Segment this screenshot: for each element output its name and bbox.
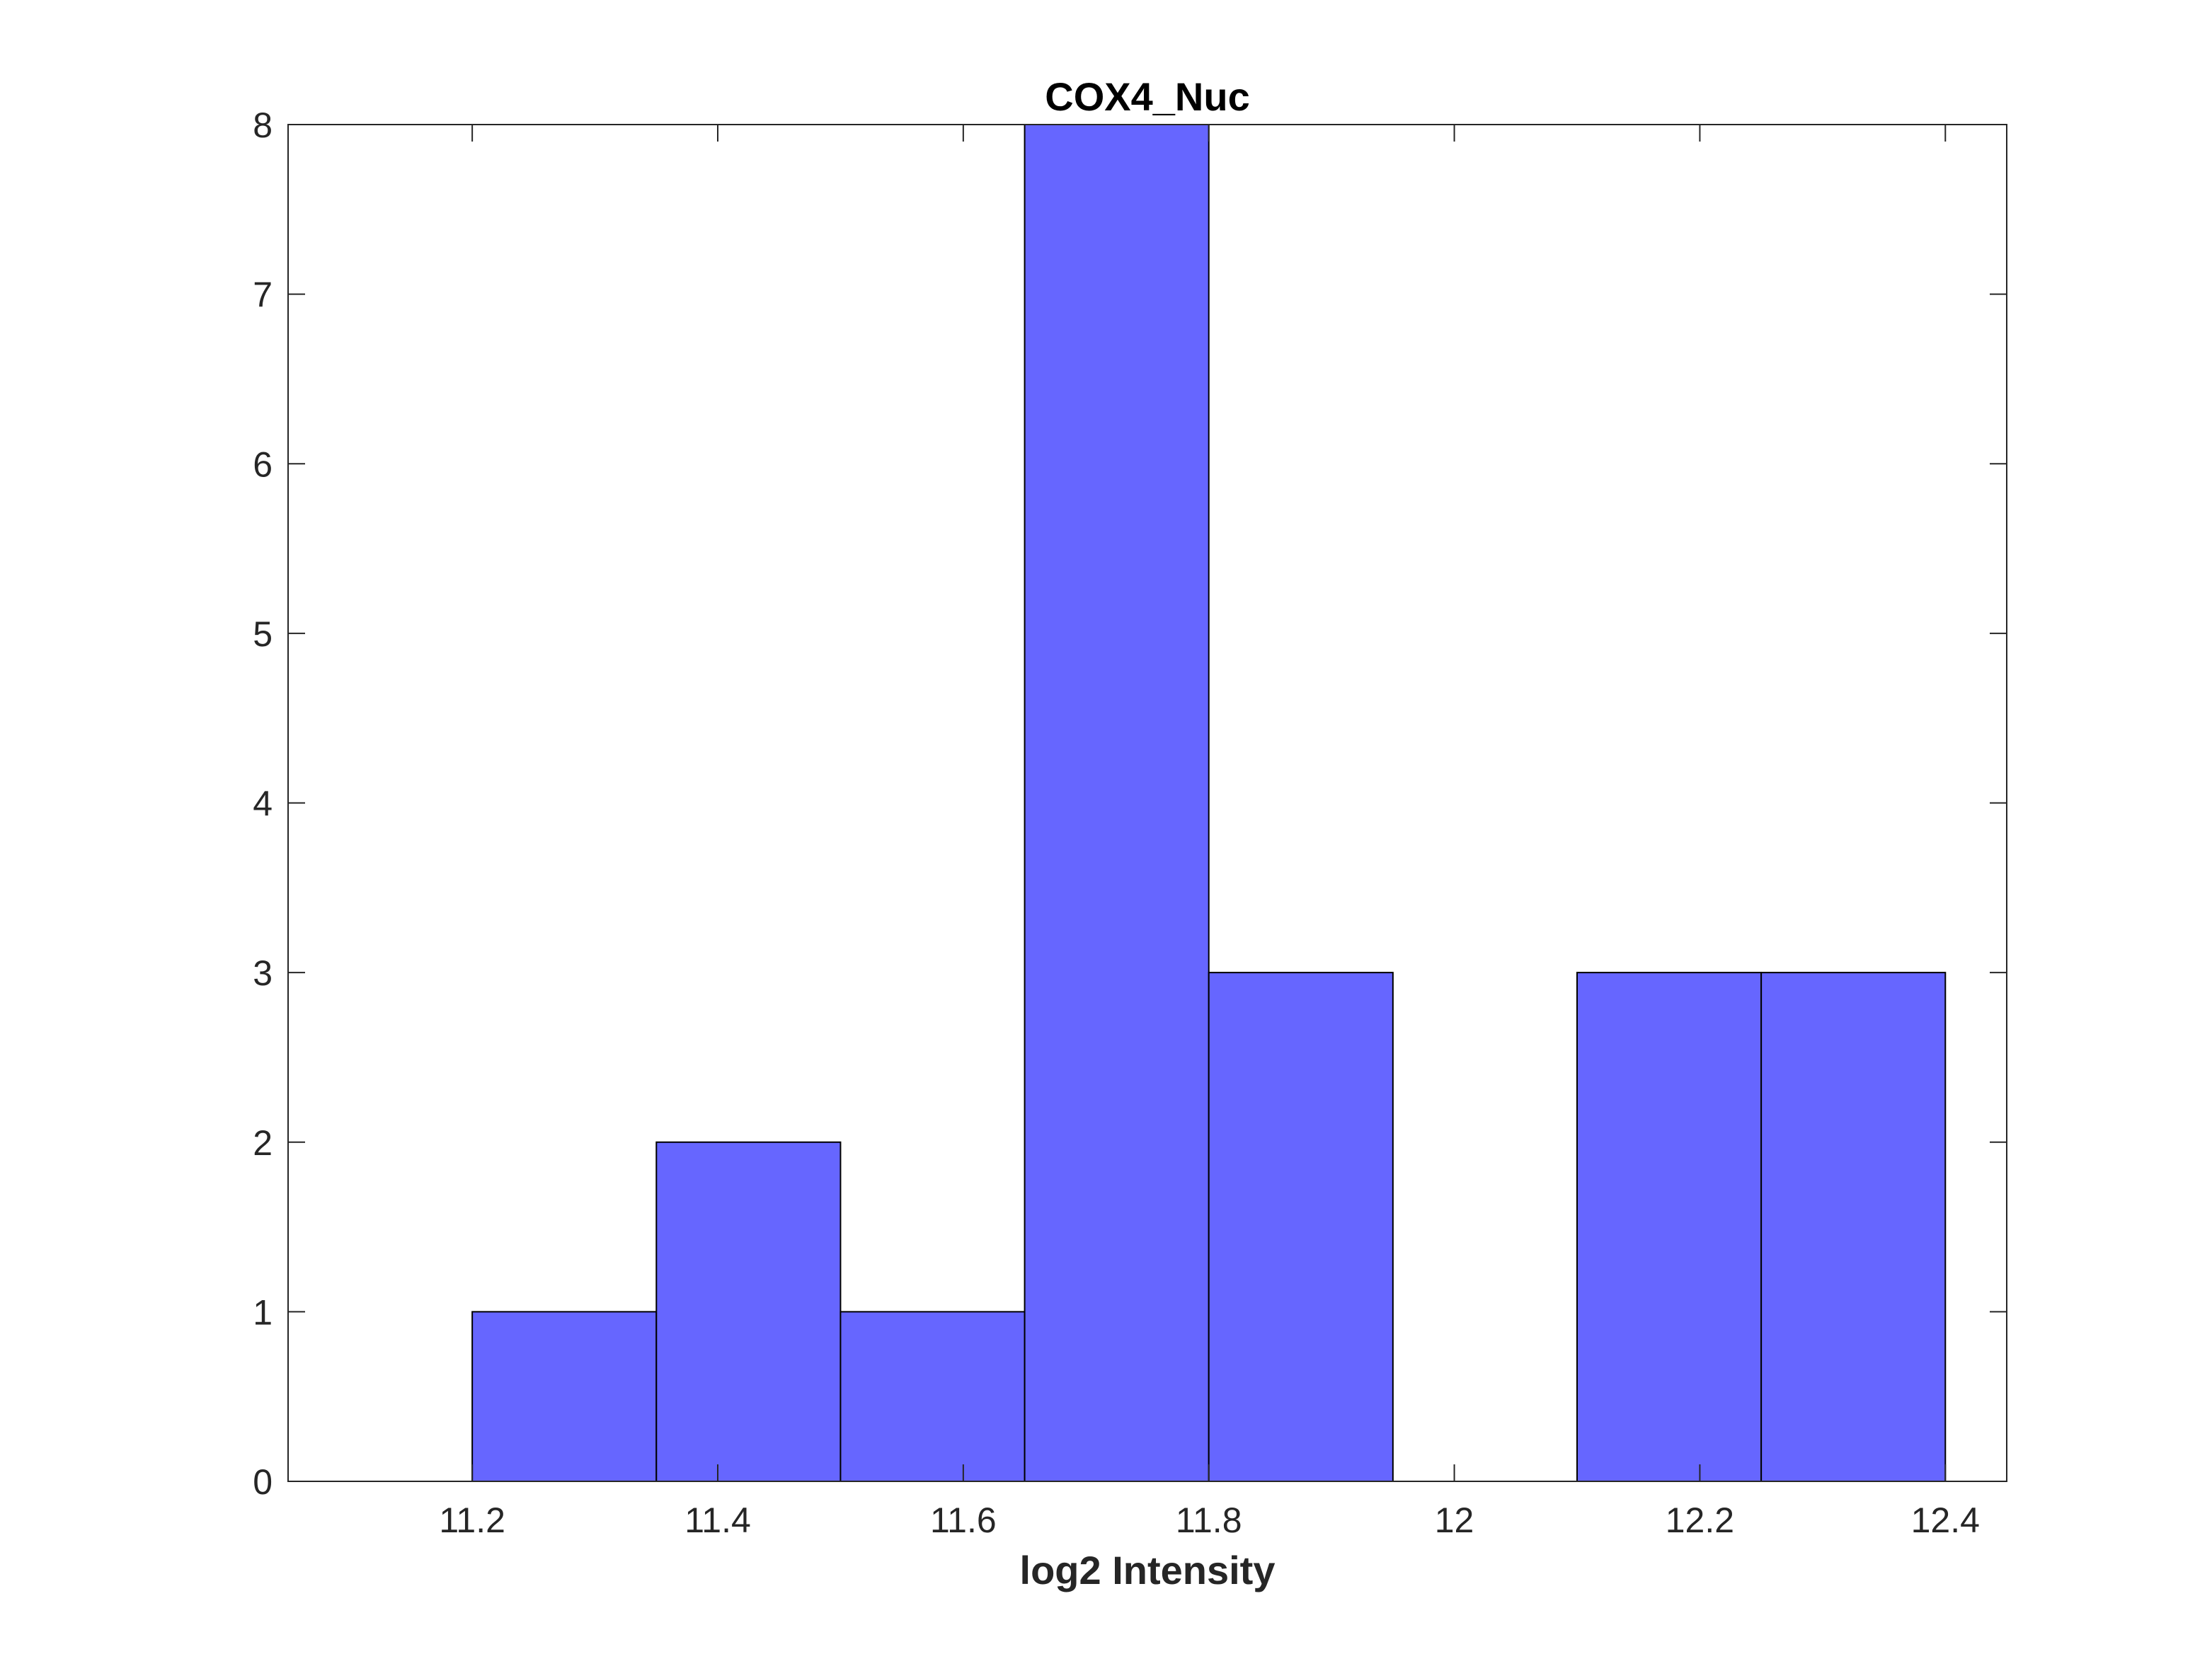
bars-group bbox=[471, 124, 1947, 1482]
x-tick-label: 12 bbox=[1435, 1500, 1474, 1540]
y-tick-label: 5 bbox=[253, 614, 273, 654]
histogram-bar bbox=[1208, 972, 1394, 1482]
histogram-bar bbox=[839, 1311, 1026, 1482]
chart-title: COX4_Nuc bbox=[1045, 74, 1249, 119]
x-axis-label: log2 Intensity bbox=[1020, 1548, 1276, 1592]
histogram-bar bbox=[1024, 124, 1210, 1482]
histogram-bar bbox=[471, 1311, 658, 1482]
x-tick-label: 11.6 bbox=[930, 1500, 997, 1540]
histogram-bar bbox=[655, 1141, 842, 1482]
y-tick-label: 1 bbox=[253, 1292, 273, 1332]
histogram-bar bbox=[1576, 972, 1763, 1482]
x-tick-label: 11.8 bbox=[1176, 1500, 1242, 1540]
y-tick-label: 8 bbox=[253, 105, 273, 145]
y-tick-label: 7 bbox=[253, 275, 273, 315]
x-tick-label: 11.4 bbox=[684, 1500, 751, 1540]
y-tick-label: 0 bbox=[253, 1462, 273, 1502]
x-tick-label: 12.2 bbox=[1666, 1500, 1734, 1540]
x-tick-label: 12.4 bbox=[1911, 1500, 1980, 1540]
histogram-bar bbox=[1760, 972, 1947, 1482]
y-tick-label: 3 bbox=[253, 953, 273, 993]
y-tick-label: 4 bbox=[253, 784, 273, 824]
x-tick-label: 11.2 bbox=[439, 1500, 505, 1540]
y-tick-label: 6 bbox=[253, 444, 273, 484]
y-tick-label: 2 bbox=[253, 1123, 273, 1163]
